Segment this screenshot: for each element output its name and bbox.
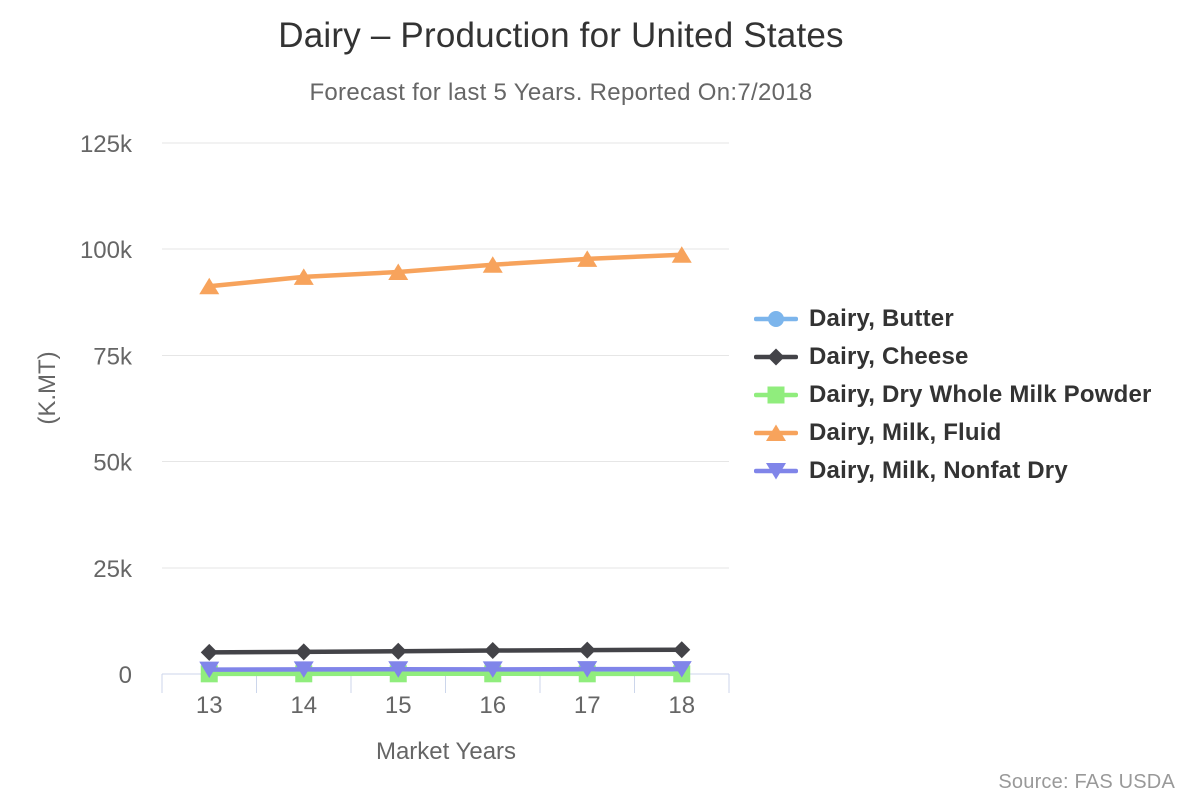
y-axis-tick-label-125k: 125k	[80, 131, 133, 158]
legend-item-dairy-dry-whole-milk-powder[interactable]: Dairy, Dry Whole Milk Powder	[754, 376, 1152, 414]
data-point-dairy-milk-fluid-17[interactable]	[577, 250, 598, 267]
data-point-dairy-milk-nonfat-dry-14[interactable]	[293, 661, 314, 678]
chart-subtitle: Forecast for last 5 Years. Reported On:7…	[309, 79, 813, 106]
legend-item-dairy-cheese[interactable]: Dairy, Cheese	[754, 338, 1152, 376]
data-point-dairy-milk-fluid-13[interactable]	[199, 277, 220, 295]
data-point-dairy-milk-fluid-15[interactable]	[388, 263, 409, 281]
series-line-dairy-cheese[interactable]	[207, 647, 684, 655]
x-axis-title: Market Years	[375, 738, 517, 765]
data-point-dairy-milk-nonfat-dry-16[interactable]	[482, 661, 503, 678]
data-point-dairy-milk-fluid-18[interactable]	[671, 246, 692, 263]
legend: Dairy, Butter Dairy, Cheese Dairy, Dry Who…	[754, 300, 1152, 490]
data-point-dairy-milk-nonfat-dry-17[interactable]	[577, 661, 598, 678]
y-axis-tick-label-100k: 100k	[80, 237, 133, 264]
legend-item-dairy-milk-nonfat-dry[interactable]: Dairy, Milk, Nonfat Dry	[754, 452, 1152, 490]
data-point-dairy-milk-nonfat-dry-18[interactable]	[671, 661, 692, 678]
series-line-dairy-milk-nonfat-dry[interactable]	[207, 666, 684, 672]
data-point-dairy-cheese-16[interactable]	[484, 642, 502, 660]
legend-square-icon	[754, 386, 798, 404]
data-point-dairy-milk-fluid-16[interactable]	[482, 256, 503, 273]
x-axis-tick-label-13: 13	[196, 692, 223, 719]
x-axis-tick-label-16: 16	[479, 692, 506, 719]
x-axis-tick-label-18: 18	[668, 692, 695, 719]
source-credit: Source: FAS USDA	[998, 771, 1175, 793]
data-point-dairy-cheese-18[interactable]	[673, 641, 691, 659]
x-axis-tick-label-14: 14	[290, 692, 317, 719]
legend-item-label: Dairy, Cheese	[809, 343, 969, 370]
data-point-dairy-milk-nonfat-dry-15[interactable]	[388, 661, 409, 678]
data-point-dairy-milk-nonfat-dry-13[interactable]	[199, 661, 220, 679]
data-point-dairy-cheese-17[interactable]	[578, 641, 596, 659]
legend-circle-icon	[754, 311, 798, 327]
legend-item-label: Dairy, Milk, Fluid	[809, 419, 1002, 446]
x-axis-tick-label-17: 17	[574, 692, 601, 719]
data-point-dairy-cheese-14[interactable]	[295, 643, 313, 661]
y-axis-tick-label-25k: 25k	[93, 556, 133, 583]
chart-title: Dairy – Production for United States	[278, 16, 844, 55]
data-point-dairy-milk-fluid-14[interactable]	[293, 268, 314, 285]
legend-item-dairy-butter[interactable]: Dairy, Butter	[754, 300, 1152, 338]
legend-item-label: Dairy, Dry Whole Milk Powder	[809, 381, 1152, 408]
data-point-dairy-cheese-13[interactable]	[200, 643, 218, 661]
data-point-dairy-cheese-15[interactable]	[389, 642, 407, 660]
y-axis-title: (K.MT)	[34, 351, 61, 425]
series-line-dairy-milk-fluid[interactable]	[207, 252, 684, 289]
legend-triangle-icon	[754, 424, 798, 441]
y-axis-tick-label-0: 0	[119, 662, 132, 689]
legend-item-dairy-milk-fluid[interactable]: Dairy, Milk, Fluid	[754, 414, 1152, 452]
legend-item-label: Dairy, Butter	[809, 305, 954, 332]
legend-triangle-down-icon	[754, 463, 798, 480]
x-axis-tick-label-15: 15	[385, 692, 412, 719]
legend-diamond-icon	[754, 348, 798, 366]
y-axis-tick-label-50k: 50k	[93, 450, 133, 477]
y-axis-tick-label-75k: 75k	[93, 343, 133, 370]
legend-item-label: Dairy, Milk, Nonfat Dry	[809, 457, 1068, 484]
